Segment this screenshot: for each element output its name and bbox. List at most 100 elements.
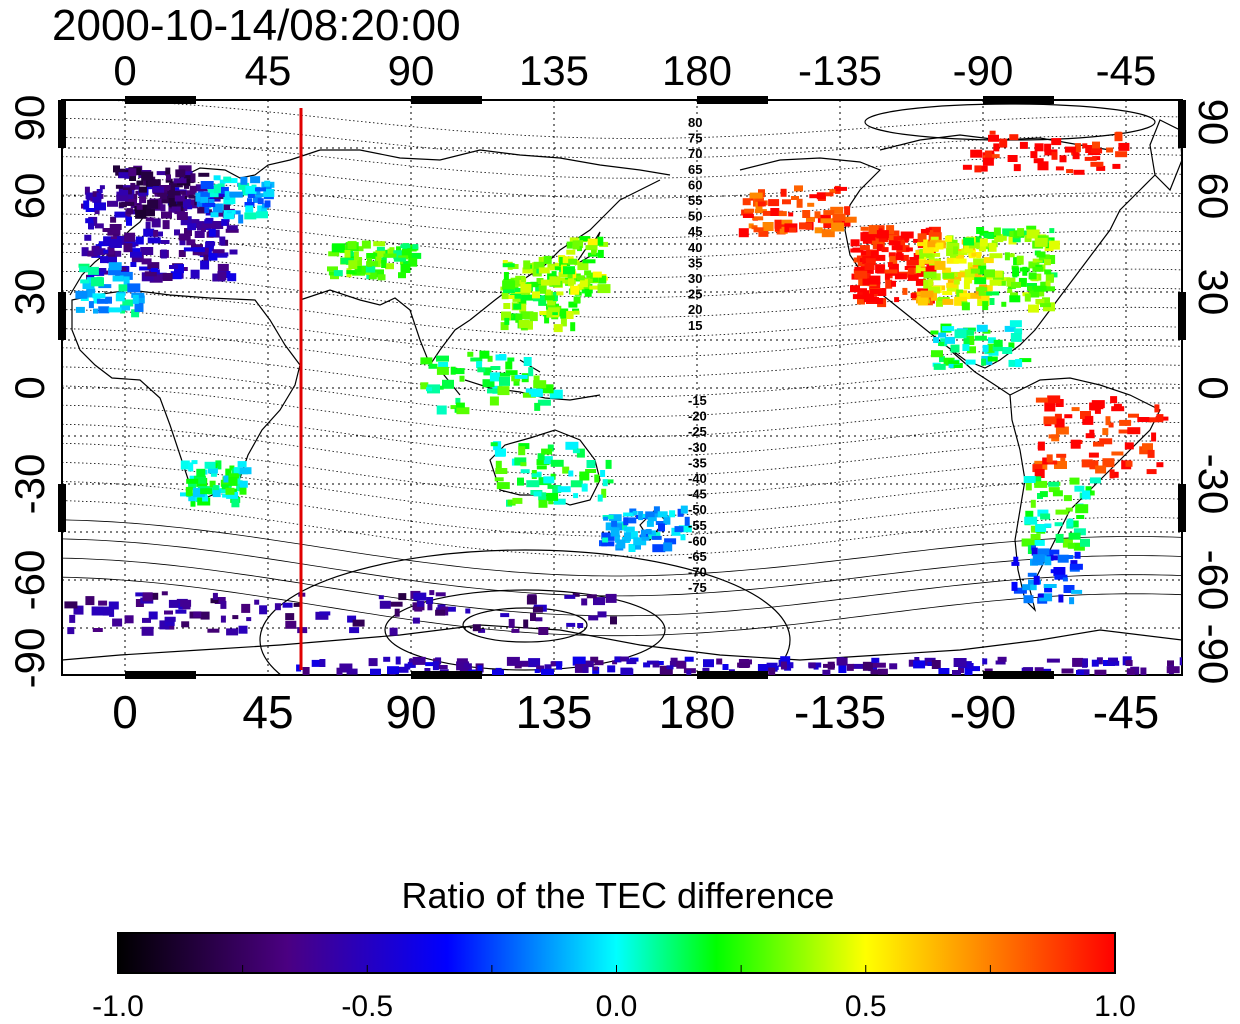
tec-cell-antarctic-strip [646, 660, 659, 665]
tec-cell-east-asia [551, 271, 557, 278]
tec-cell-central-us [973, 258, 987, 266]
contour-label-south: -35 [688, 455, 707, 470]
contour-label-south: -70 [688, 565, 707, 580]
tec-cell-japan [577, 284, 584, 291]
tec-cell-greenland [970, 149, 983, 158]
tec-cell-eastern-us [986, 291, 1000, 296]
tec-cell-eastern-us [989, 279, 1002, 286]
tec-cell-central-asia [403, 260, 413, 265]
tec-cell-new-zealand [640, 529, 646, 537]
tec-cell-western-us [869, 283, 881, 292]
tec-cell-antarctic-strip [676, 660, 687, 669]
tec-cell-antarctic-strip [590, 656, 599, 663]
tec-cell-japan [584, 270, 592, 276]
tec-cell-japan [572, 240, 580, 250]
tec-cell-europe [94, 202, 106, 211]
tec-cell-antarctic-strip [346, 668, 358, 675]
tec-cell-south-america-east [1043, 416, 1057, 425]
tec-cell-eastern-us [1044, 259, 1051, 266]
tec-cell-japan [568, 278, 574, 287]
tec-cell-europe [161, 211, 172, 219]
lat-tick-left: 90 [6, 95, 53, 142]
tec-cell-europe [109, 224, 122, 230]
tec-cell-eastern-europe [204, 207, 210, 214]
tec-cell-antarctic-band [164, 616, 176, 622]
tec-cell-central-america [987, 343, 995, 353]
tec-cell-eastern-us [961, 302, 970, 311]
tec-cell-patagonia [1039, 593, 1053, 602]
tec-cell-central-asia [366, 253, 378, 259]
tec-cell-antarctic-band [124, 615, 134, 624]
tec-cell-central-us [929, 239, 942, 246]
tec-cell-western-us [888, 235, 898, 241]
tec-cell-europe [193, 247, 205, 253]
tec-cell-central-asia [362, 265, 376, 273]
tec-cell-australia [518, 446, 526, 456]
tec-cell-new-zealand [646, 520, 654, 527]
tec-cell-new-zealand [635, 544, 641, 550]
tec-cell-central-us [957, 272, 971, 278]
right-latitude-ticks: 90 60 30 0 -30 -60 -90 [1190, 99, 1237, 685]
tec-cell-antarctic-strip [938, 668, 950, 674]
tec-cell-europe [85, 208, 96, 212]
tec-cell-east-asia [573, 310, 580, 315]
tec-cell-south-america-east [1093, 441, 1104, 447]
tec-cell-south-america-east [1054, 413, 1062, 423]
tec-cell-europe [221, 218, 228, 226]
tec-cell-central-asia [373, 241, 386, 247]
tec-cell-europe [103, 236, 114, 246]
tec-cell-antarctic-strip [1072, 657, 1084, 667]
tec-cell-new-zealand [657, 511, 668, 518]
tec-cell-central-america [948, 360, 960, 365]
tec-cell-antarctic-band [319, 611, 331, 616]
tec-cell-antarctic-strip [852, 663, 865, 669]
tec-cell-alaska [749, 192, 763, 199]
tec-cell-eastern-us [1036, 251, 1046, 258]
tec-cell-antarctic-band [390, 601, 403, 607]
tec-cell-eastern-europe [257, 205, 264, 215]
tec-cell-east-asia [538, 267, 550, 274]
top-longitude-ticks: 0 45 90 135 180 -135 -90 -45 [113, 47, 1156, 94]
lat-tick-left: 0 [6, 376, 53, 399]
tec-cell-patagonia [1013, 556, 1019, 564]
tec-cell-antarctic-strip [397, 666, 409, 673]
tec-cell-central-us [942, 298, 954, 305]
tec-cell-central-america [938, 332, 947, 338]
axis-frame-bars [58, 96, 1186, 679]
tec-cell-australia [585, 469, 597, 473]
tec-cell-antarctic-strip [823, 663, 835, 668]
tec-cell-western-us [852, 247, 864, 253]
tec-cell-southeast-asia [487, 355, 493, 362]
tec-cell-europe [174, 264, 184, 274]
frame-bar-left [58, 484, 66, 532]
contour-line [62, 538, 1182, 597]
tec-cell-south-america-east [1054, 461, 1067, 469]
tec-cell-south-america-east [1139, 446, 1152, 455]
tec-cell-south-america-south [1085, 486, 1092, 494]
contour-label-south: -40 [688, 471, 707, 486]
lat-tick-right: -60 [1190, 550, 1237, 611]
tec-cell-western-us [900, 254, 909, 261]
tec-cell-europe [220, 204, 230, 214]
tec-cell-antarctic-strip [716, 658, 723, 665]
contour-label-north: 55 [688, 193, 702, 208]
tec-cell-central-asia [375, 250, 386, 258]
tec-cell-new-zealand [606, 532, 615, 541]
tec-cell-greenland [962, 164, 972, 170]
tec-cell-australia [514, 457, 527, 466]
tec-cell-antarctic-band [564, 594, 576, 599]
tec-cell-south-america-east [1151, 432, 1157, 442]
tec-cell-south-america-south [1082, 490, 1091, 500]
tec-cell-antarctic-band [254, 599, 260, 605]
tec-cell-europe [92, 191, 99, 200]
tec-cell-central-us [956, 252, 965, 262]
tec-cell-eastern-us [1029, 289, 1040, 298]
tec-cell-europe [180, 216, 192, 226]
tec-cell-antarctic-strip [541, 668, 554, 675]
tec-cell-central-america [942, 326, 955, 332]
tec-cell-alaska [832, 213, 846, 221]
tec-cell-eastern-europe [207, 185, 220, 193]
contour-label-north: 75 [688, 131, 702, 146]
tec-cell-western-us [884, 269, 898, 274]
tec-cell-australia [550, 459, 564, 467]
